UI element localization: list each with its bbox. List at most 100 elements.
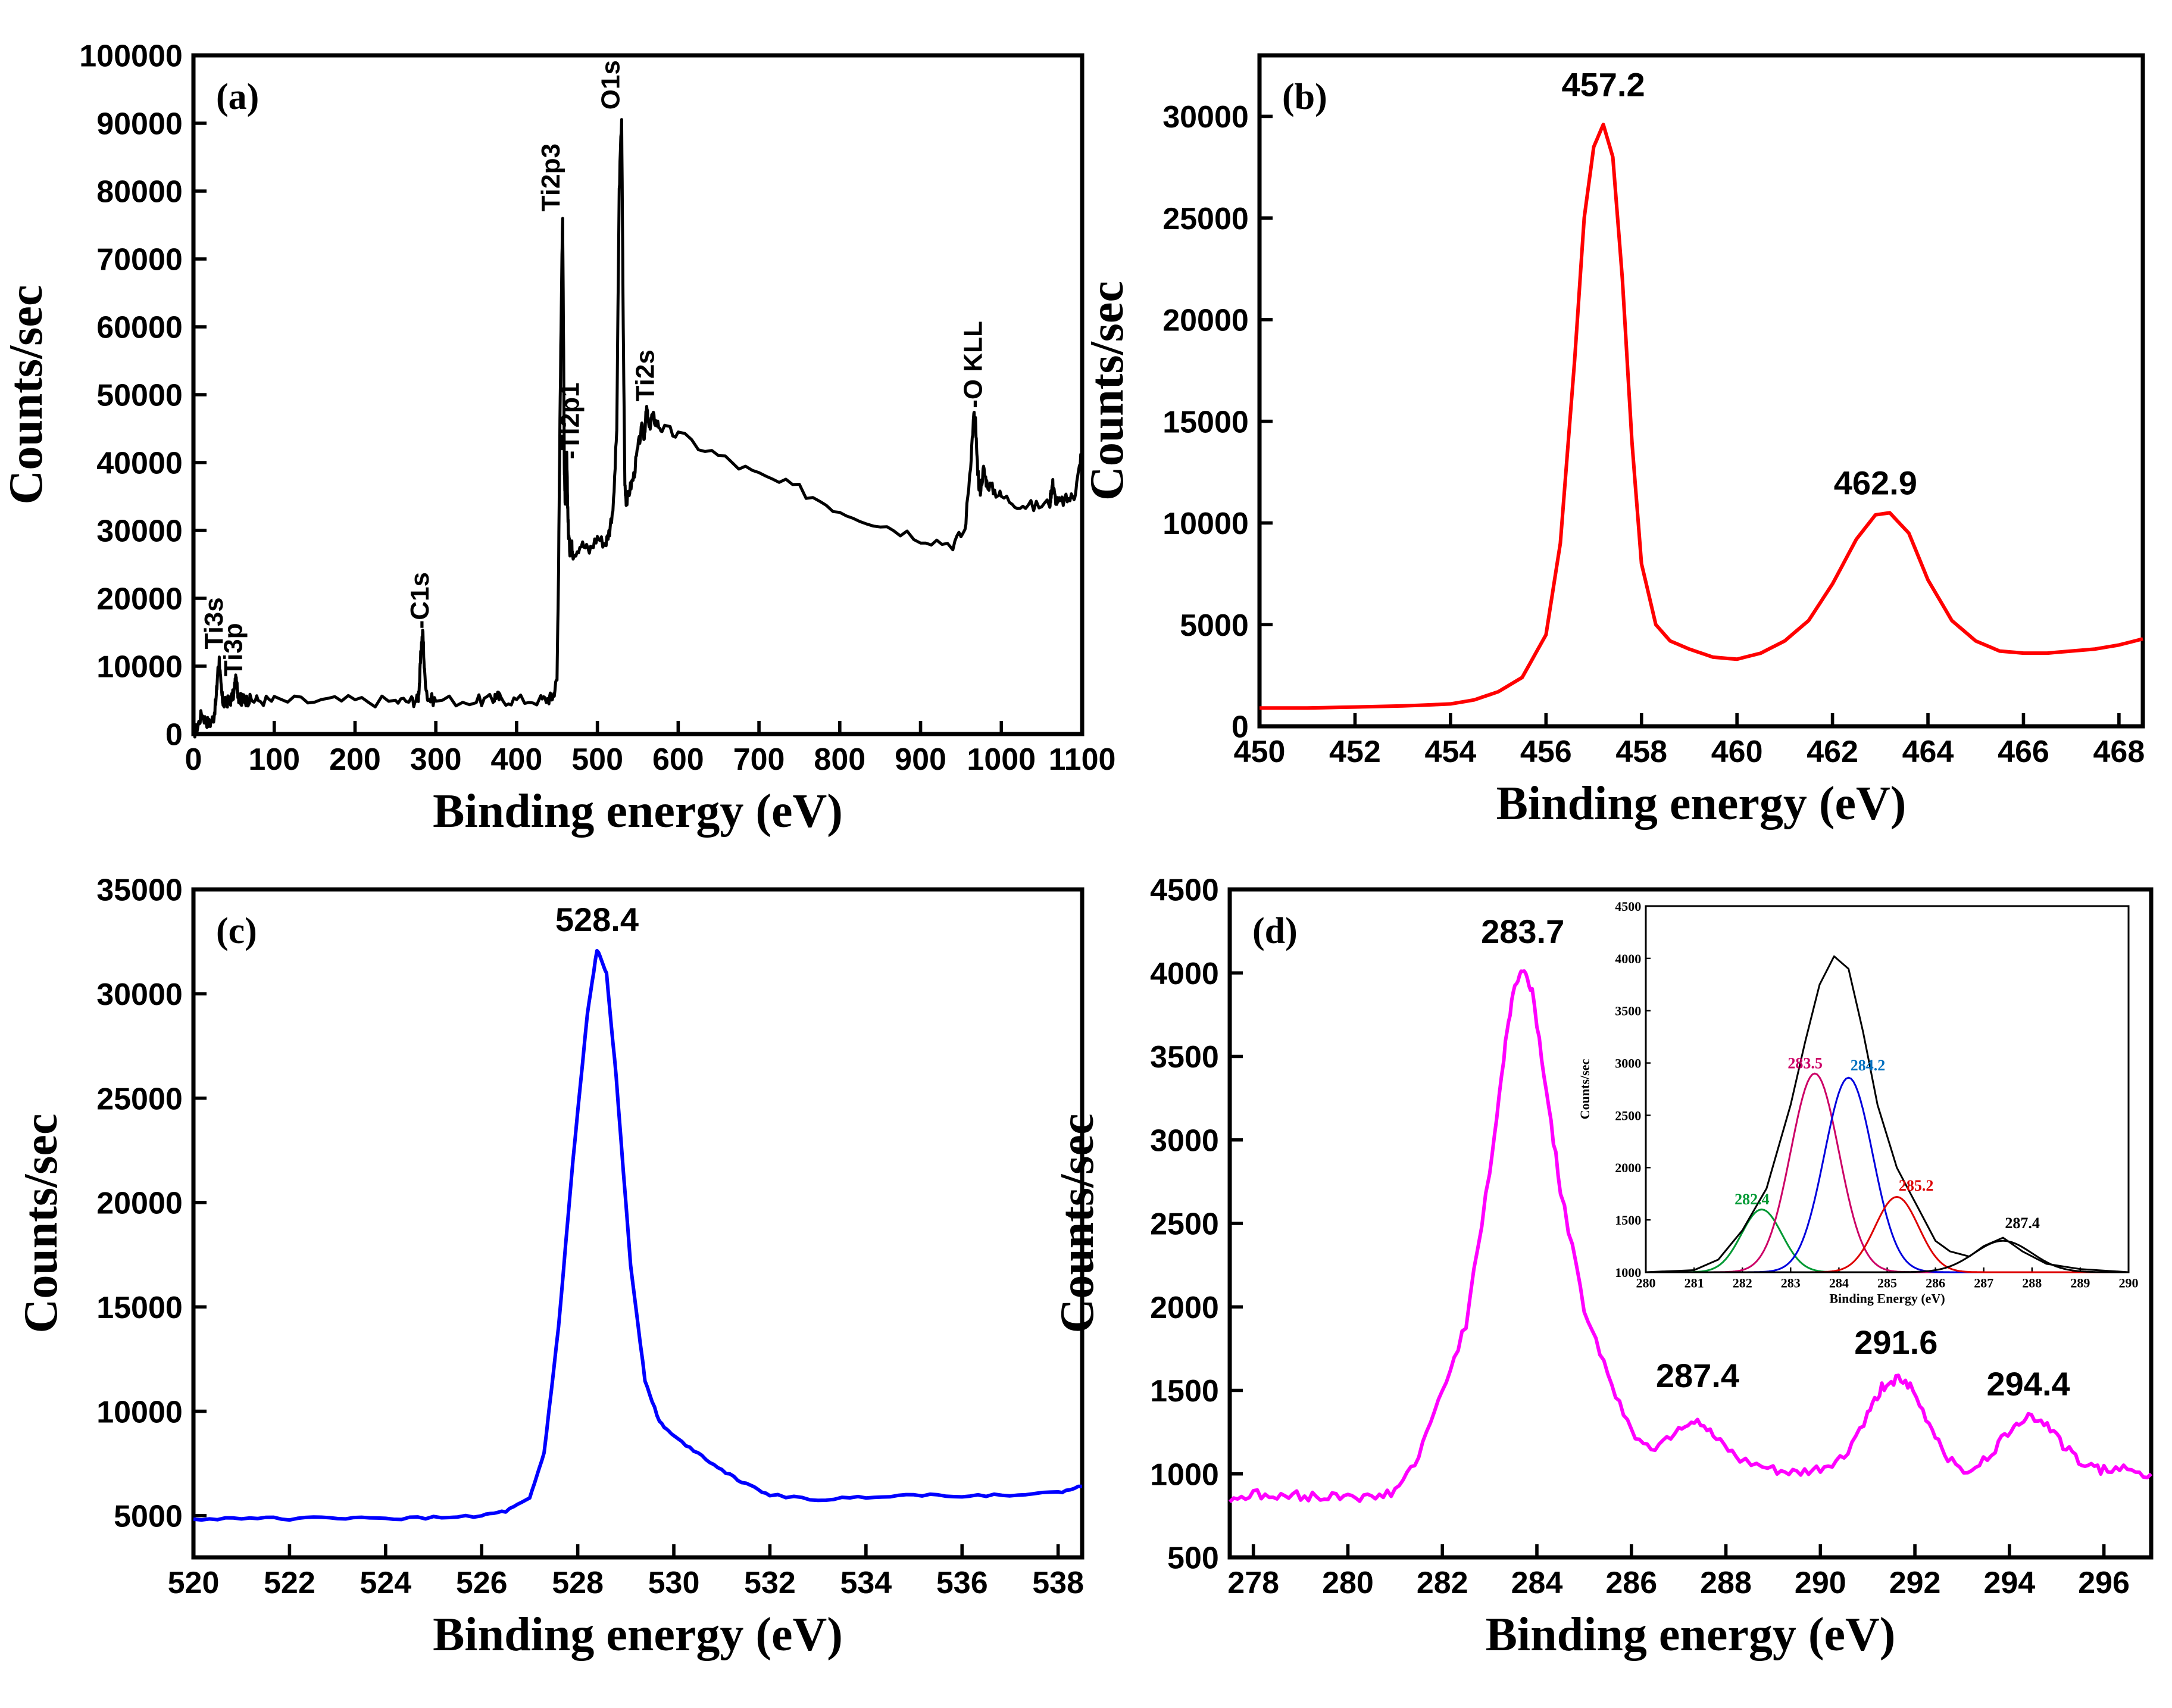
x-tick-label: 281 [1685,1275,1704,1290]
y-tick-label: 4000 [1615,951,1641,966]
x-tick-label: 522 [264,1566,315,1600]
x-tick-label: 500 [571,742,623,777]
y-tick-label: 50000 [96,379,183,413]
x-tick-label: 538 [1032,1566,1084,1600]
x-tick-label: 290 [1795,1566,1846,1600]
y-axis-title: Counts/sec [15,1114,67,1334]
x-tick-label: 530 [648,1566,700,1600]
x-tick-label: 700 [733,742,785,777]
y-tick-label: 60000 [96,311,183,345]
x-tick-label: 288 [2022,1275,2042,1290]
y-tick-label: 4500 [1615,899,1641,914]
x-tick-label: 452 [1329,735,1381,769]
panel-a: 0 100 200 300 400 500 600 700 800 900 1000 1100 0 100… [0,39,1115,838]
x-tick-label: 286 [1605,1566,1657,1600]
y-tick-label: 2000 [1615,1160,1641,1175]
y-axis-title: Counts/sec [0,285,52,505]
y-tick-label: 5000 [114,1500,183,1534]
x-tick-label: 282 [1733,1275,1752,1290]
x-tick-label: 460 [1711,735,1763,769]
peak-label: 287.4 [1656,1357,1739,1394]
inset-peak-label: 287.4 [2005,1214,2040,1232]
x-tick-label: 287 [1974,1275,1993,1290]
y-tick-label: 1500 [1615,1213,1641,1228]
peak-label: Ti3p [218,623,248,676]
inset-chart: 280 281 282 283 284 285 286 287 288 289 290 1000 150… [1577,899,2139,1306]
y-tick-label: 10000 [96,1395,183,1429]
y-axis-title: Counts/sec [1081,281,1133,501]
x-tick-label: 283 [1781,1275,1801,1290]
x-tick-label: 600 [652,742,704,777]
y-tick-label: 90000 [96,107,183,142]
peak-label: Ti2s [631,349,660,401]
x-tick-label: 285 [1877,1275,1897,1290]
y-tick-label: 30000 [96,514,183,549]
x-tick-label: 296 [2078,1566,2130,1600]
panel-label: (d) [1252,911,1298,951]
panel-b: 450 452 454 456 458 460 462 464 466 468 0 5000 10000… [1081,53,2145,830]
x-axis-title: Binding Energy (eV) [1829,1291,1945,1306]
x-tick-label: 524 [360,1566,411,1600]
x-tick-label: 1000 [967,742,1036,777]
x-tick-label: 532 [744,1566,796,1600]
x-tick-label: 294 [1983,1566,2035,1600]
x-tick-label: 1100 [1049,742,1116,777]
x-tick-label: 900 [895,742,946,777]
peak-label: 457.2 [1561,65,1645,103]
y-tick-label: 500 [1167,1541,1219,1576]
x-tick-label: 800 [814,742,865,777]
x-tick-label: 458 [1615,735,1667,769]
x-tick-label: 400 [491,742,543,777]
inset-peak-label: 283.5 [1787,1054,1823,1072]
y-tick-label: 2500 [1615,1108,1641,1123]
y-tick-label: 3500 [1150,1040,1219,1075]
y-tick-label: 3000 [1150,1123,1219,1158]
y-tick-label: 80000 [96,175,183,210]
x-tick-label: 456 [1520,735,1572,769]
x-tick-label: 528 [552,1566,604,1600]
y-tick-label: 40000 [96,446,183,481]
panel-label: (b) [1282,77,1327,117]
y-axis-title: Counts/sec [1577,1059,1592,1120]
x-axis-title: Binding energy (eV) [433,785,843,838]
y-tick-label: 2000 [1150,1291,1219,1325]
x-tick-label: 280 [1636,1275,1656,1290]
plot-frame [191,887,1085,1560]
y-tick-label: 100000 [79,39,183,74]
x-tick-label: 278 [1227,1566,1279,1600]
x-tick-label: 466 [1998,735,2049,769]
x-tick-label: 526 [456,1566,508,1600]
series-line [1228,969,2153,1503]
x-tick-label: 284 [1511,1566,1563,1600]
y-tick-label: 2500 [1150,1207,1219,1242]
peak-label: 462.9 [1834,464,1917,502]
y-tick-label: 5000 [1180,608,1249,643]
x-tick-label: 282 [1417,1566,1468,1600]
y-tick-label: 20000 [96,582,183,617]
inset-envelope [1645,955,2129,1273]
x-tick-label: 200 [329,742,381,777]
plot-frame [1257,53,2145,729]
series-line [193,949,1082,1522]
peak-label: Ti3s [199,597,229,649]
y-tick-label: 0 [1232,710,1249,745]
x-tick-label: 454 [1424,735,1476,769]
x-tick-label: 464 [1902,735,1954,769]
x-tick-label: 284 [1829,1275,1849,1290]
y-axis-title: Counts/sec [1051,1114,1104,1334]
x-tick-label: 450 [1234,735,1286,769]
x-tick-label: 292 [1889,1566,1941,1600]
panel-label: (a) [216,77,259,117]
y-tick-label: 3500 [1615,1004,1641,1019]
x-tick-label: 280 [1322,1566,1374,1600]
peak-label: -Ti2p1 [555,383,585,460]
x-axis-title: Binding energy (eV) [1496,778,1907,830]
panel-c: 520 522 524 526 528 530 532 534 536 538 5000 10000 1… [15,873,1085,1661]
y-tick-label: 3000 [1615,1056,1641,1070]
x-tick-label: 462 [1807,735,1858,769]
y-tick-label: 30000 [1162,100,1249,135]
y-tick-label: 25000 [96,1082,183,1116]
y-tick-label: 20000 [1162,304,1249,338]
inset-peak-label: 282.4 [1735,1191,1770,1208]
